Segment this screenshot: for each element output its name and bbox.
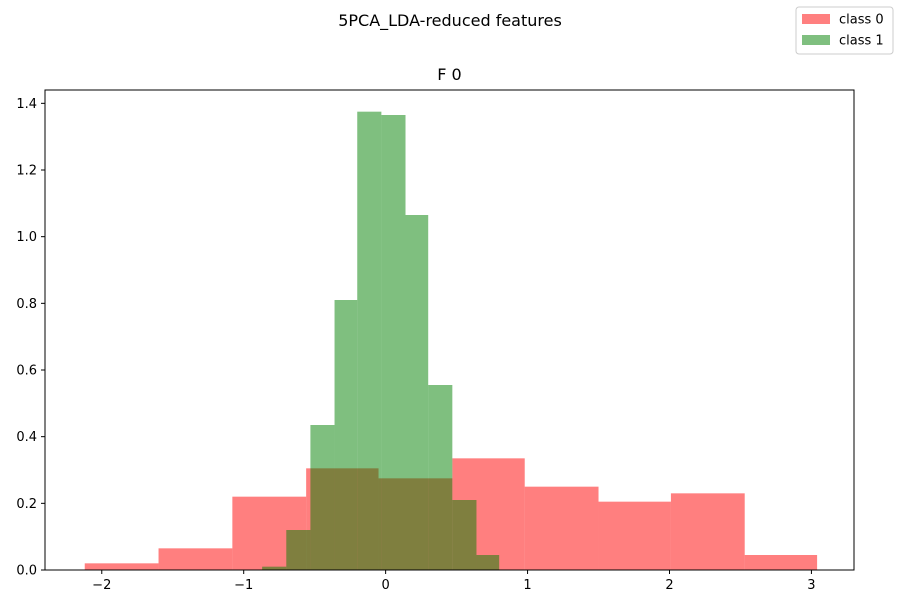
y-tick-label: 0.2 xyxy=(16,497,37,512)
x-tick-label: 1 xyxy=(523,578,531,593)
bar-class-1-bin-6 xyxy=(405,215,429,570)
bar-class-1-bin-8 xyxy=(452,500,477,570)
x-tick-label: 3 xyxy=(807,578,815,593)
x-tick-label: −2 xyxy=(92,578,111,593)
bar-class-1-bin-0 xyxy=(262,566,287,570)
legend-swatch-class-1 xyxy=(802,35,830,45)
legend-swatch-class-0 xyxy=(802,14,830,24)
histogram-bars xyxy=(84,111,818,571)
y-tick-label: 1.4 xyxy=(16,97,37,112)
x-tick-label: 2 xyxy=(665,578,673,593)
axes-title: F 0 xyxy=(437,65,461,84)
bar-class-1-bin-9 xyxy=(476,555,500,570)
y-tick-label: 0.0 xyxy=(16,564,37,579)
bar-class-1-bin-5 xyxy=(381,115,406,570)
y-tick-label: 1.0 xyxy=(16,230,37,245)
bar-class-1-bin-4 xyxy=(357,111,382,571)
bar-class-1-bin-7 xyxy=(428,385,453,570)
figure-suptitle: 5PCA_LDA-reduced features xyxy=(338,11,562,31)
legend: class 0 class 1 xyxy=(795,6,894,55)
y-tick-label: 0.6 xyxy=(16,364,37,379)
bar-class-0-bin-1 xyxy=(158,548,233,570)
axes-frame xyxy=(44,89,855,571)
x-tick-label: 0 xyxy=(381,578,389,593)
legend-label-class-1: class 1 xyxy=(839,34,884,49)
bar-class-0-bin-6 xyxy=(524,486,599,570)
legend-label-class-0: class 0 xyxy=(839,13,884,28)
bar-class-0-bin-7 xyxy=(598,501,671,570)
bar-class-1-bin-2 xyxy=(310,425,335,570)
bar-class-0-bin-8 xyxy=(670,493,745,570)
bar-class-1-bin-1 xyxy=(286,530,311,570)
bar-class-0-bin-9 xyxy=(744,555,818,570)
y-tick-label: 0.4 xyxy=(16,430,37,445)
y-tick-label: 0.8 xyxy=(16,297,37,312)
y-axis-ticks: 0.0 0.2 0.4 0.6 0.8 1.0 1.2 1.4 xyxy=(16,97,45,579)
bar-class-1-bin-3 xyxy=(334,300,358,570)
x-tick-label: −1 xyxy=(234,578,253,593)
y-tick-label: 1.2 xyxy=(16,164,37,179)
bar-class-0-bin-0 xyxy=(84,563,159,570)
x-axis-ticks: −2 −1 0 1 2 3 xyxy=(92,570,816,593)
